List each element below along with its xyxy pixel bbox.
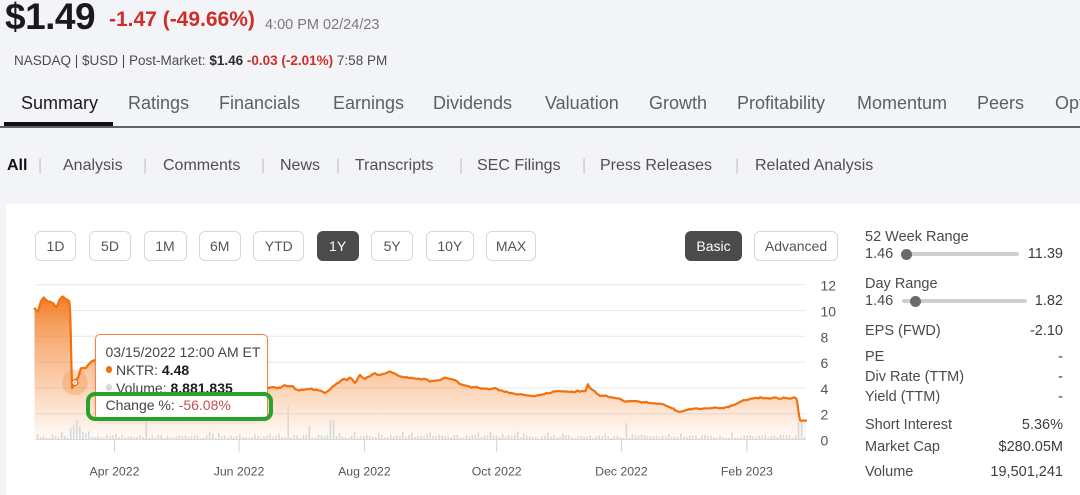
svg-text:Aug 2022: Aug 2022 [338,465,391,479]
svg-text:Dec 2022: Dec 2022 [595,465,648,479]
svg-text:12: 12 [821,278,837,294]
svg-text:10: 10 [821,304,837,320]
svg-text:2: 2 [821,407,829,423]
svg-text:6: 6 [821,355,829,371]
svg-text:Jun 2022: Jun 2022 [214,465,265,479]
svg-text:Apr 2022: Apr 2022 [90,465,140,479]
svg-text:Oct 2022: Oct 2022 [472,465,522,479]
svg-text:0: 0 [821,433,829,449]
svg-text:Feb 2023: Feb 2023 [721,465,773,479]
svg-text:4: 4 [821,381,829,397]
svg-text:8: 8 [821,329,829,345]
